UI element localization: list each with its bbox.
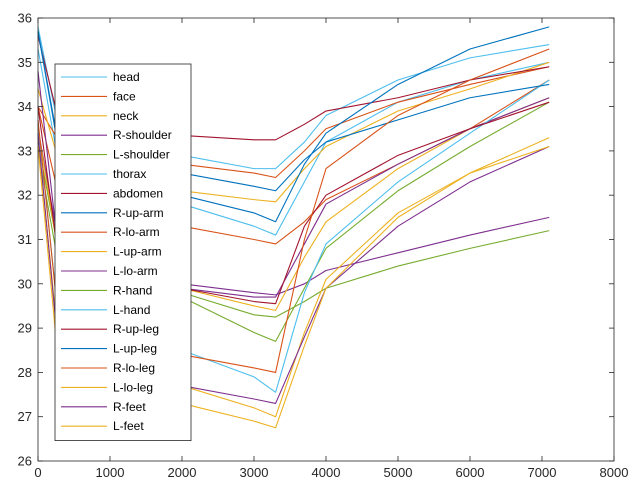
legend-label-L-lo-leg: L-lo-leg — [113, 380, 153, 394]
y-tick-label: 31 — [18, 232, 32, 247]
y-tick-label: 30 — [18, 276, 32, 291]
legend-label-L-lo-arm: L-lo-arm — [113, 264, 158, 278]
legend-label-L-shoulder: L-shoulder — [113, 148, 170, 162]
legend-label-L-up-arm: L-up-arm — [113, 245, 162, 259]
legend-label-thorax: thorax — [113, 167, 146, 181]
y-tick-label: 28 — [18, 365, 32, 380]
legend-label-L-up-leg: L-up-leg — [113, 342, 157, 356]
legend-label-R-hand: R-hand — [113, 283, 152, 297]
x-tick-label: 7000 — [528, 465, 557, 480]
y-tick-label: 26 — [18, 454, 32, 469]
legend-label-abdomen: abdomen — [113, 186, 163, 200]
y-tick-label: 27 — [18, 409, 32, 424]
legend-label-R-up-leg: R-up-leg — [113, 322, 159, 336]
x-tick-label: 6000 — [456, 465, 485, 480]
legend-label-R-lo-arm: R-lo-arm — [113, 225, 160, 239]
legend-label-L-hand: L-hand — [113, 303, 150, 317]
x-tick-label: 8000 — [600, 465, 629, 480]
y-tick-label: 29 — [18, 321, 32, 336]
x-tick-label: 4000 — [312, 465, 341, 480]
legend-label-neck: neck — [113, 109, 139, 123]
legend-label-head: head — [113, 70, 140, 84]
x-tick-label: 2000 — [168, 465, 197, 480]
legend-label-face: face — [113, 89, 136, 103]
y-tick-label: 32 — [18, 188, 32, 203]
x-tick-label: 5000 — [384, 465, 413, 480]
legend: head face neck R-shoulder L-shoulder thorax ab… — [54, 63, 192, 442]
legend-label-R-up-arm: R-up-arm — [113, 206, 164, 220]
x-tick-label: 3000 — [240, 465, 269, 480]
legend-label-L-feet: L-feet — [113, 419, 144, 433]
legend-label-R-lo-leg: R-lo-leg — [113, 361, 155, 375]
y-tick-label: 35 — [18, 55, 32, 70]
y-tick-label: 33 — [18, 143, 32, 158]
ticks-layer: 0 1000 2000 3000 4000 5000 6000 7000 8000 26 27 28 2… — [18, 11, 629, 481]
y-tick-label: 36 — [18, 11, 32, 26]
x-tick-label: 0 — [34, 465, 41, 480]
y-tick-label: 34 — [18, 99, 32, 114]
legend-box — [54, 63, 192, 442]
legend-label-R-shoulder: R-shoulder — [113, 128, 172, 142]
x-tick-label: 1000 — [96, 465, 125, 480]
legend-label-R-feet: R-feet — [113, 400, 146, 414]
